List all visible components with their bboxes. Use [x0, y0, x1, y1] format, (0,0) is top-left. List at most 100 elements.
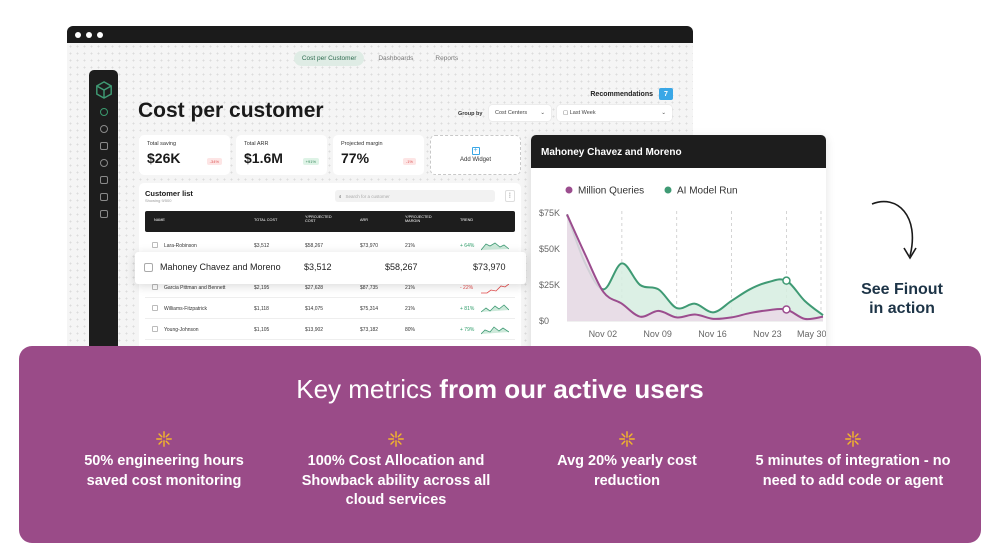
- stat-label: Total saving: [147, 141, 177, 147]
- tab-dashboards[interactable]: Dashboards: [378, 55, 414, 62]
- legend-label: AI Model Run: [677, 186, 738, 197]
- metric-item: 5 minutes of integration - no need to ad…: [753, 430, 953, 491]
- trend-sparkline: [481, 304, 509, 313]
- chart-card-title: Mahoney Chavez and Moreno: [531, 135, 826, 168]
- stat-card-total-arr: Total ARR $1.6M +91%: [236, 135, 327, 175]
- metric-item: 50% engineering hours saved cost monitor…: [64, 430, 264, 491]
- column-header[interactable]: ARR: [360, 218, 369, 222]
- metric-text: 50% engineering hours saved cost monitor…: [84, 453, 244, 489]
- column-header[interactable]: Y/PROJECTED COST: [305, 215, 332, 223]
- cell-arr: $87,735: [360, 285, 379, 291]
- stat-chip: -1%: [402, 158, 416, 165]
- recommendations-button[interactable]: Recommendations 7: [590, 88, 673, 100]
- table-row[interactable]: Williams-Fitzpatrick $1,118 $14,075 $75,…: [145, 299, 515, 319]
- series-line: [566, 214, 824, 321]
- more-options-icon[interactable]: ⋮: [505, 190, 515, 202]
- grid-icon[interactable]: [99, 176, 108, 184]
- cost-area-chart: Million Queries AI Model Run $0 $25K $50K $75…: [539, 186, 826, 340]
- window-dot[interactable]: [97, 31, 103, 38]
- x-tick-label: Nov 09: [643, 329, 672, 339]
- cell-total-cost: $2,195: [254, 285, 270, 291]
- cell-arr: $73,182: [360, 327, 379, 333]
- y-tick-label: $50K: [539, 244, 560, 254]
- chevron-down-icon: ⌄: [540, 110, 545, 116]
- plus-icon: +: [471, 147, 480, 155]
- column-header[interactable]: TOTAL COST: [254, 218, 278, 222]
- row-checkbox[interactable]: [152, 326, 158, 332]
- cell-arr: $73,970: [360, 243, 379, 249]
- tag-icon[interactable]: [99, 210, 108, 218]
- dollar-icon[interactable]: [99, 125, 108, 133]
- tab-reports[interactable]: Reports: [435, 55, 459, 62]
- customer-chart-card: Mahoney Chavez and Moreno Million Querie…: [531, 135, 826, 350]
- book-icon[interactable]: [99, 142, 108, 150]
- calendar-icon[interactable]: [99, 193, 108, 201]
- row-checkbox[interactable]: [144, 263, 153, 272]
- close-circle-icon[interactable]: [99, 108, 108, 116]
- cell-total-cost: $3,512: [254, 243, 270, 249]
- row-checkbox[interactable]: [152, 305, 158, 311]
- sparkle-icon: [619, 431, 635, 447]
- customer-list-title: Customer list: [145, 189, 193, 198]
- cell-name: Williams-Fitzpatrick: [164, 306, 208, 312]
- cell-projected-cost: $58,267: [385, 262, 418, 272]
- stat-label: Projected margin: [341, 141, 383, 147]
- table-row[interactable]: Young-Johnson $1,105 $13,902 $73,182 80%…: [145, 320, 515, 340]
- table-row[interactable]: Garcia Pittman and Bennett $2,195 $27,62…: [145, 278, 515, 298]
- cell-margin: 21%: [405, 306, 416, 312]
- row-checkbox[interactable]: [152, 284, 158, 290]
- data-point-marker: [782, 305, 791, 314]
- sparkle-icon: [845, 431, 861, 447]
- sparkle-icon: [388, 431, 404, 447]
- tab-cost-per-customer[interactable]: Cost per Customer: [293, 51, 365, 66]
- column-header[interactable]: NAME: [154, 218, 165, 222]
- cell-margin: 80%: [405, 327, 416, 333]
- stat-value: $1.6M: [244, 150, 283, 166]
- cell-trend: + 64%: [460, 243, 475, 249]
- see-finout-cta[interactable]: See Finout in action: [861, 281, 943, 317]
- stat-card-projected-margin: Projected margin 77% -1%: [333, 135, 424, 175]
- window-dot[interactable]: [86, 31, 92, 38]
- cube-logo-icon[interactable]: [95, 81, 113, 99]
- y-tick-label: $75K: [539, 208, 560, 218]
- y-tick-label: $0: [539, 316, 549, 326]
- stat-card-total-saving: Total saving $26K -34%: [139, 135, 230, 175]
- x-tick-label: May 30: [797, 329, 826, 339]
- metrics-title: Key metrics from our active users: [19, 374, 981, 405]
- highlighted-customer-row[interactable]: Mahoney Chavez and Moreno $3,512 $58,267…: [135, 252, 526, 284]
- column-header[interactable]: Y/PROJECTED MARGIN: [405, 215, 432, 223]
- trend-sparkline: [481, 283, 509, 294]
- legend-label: Million Queries: [578, 186, 644, 197]
- metric-item: 100% Cost Allocation and Showback abilit…: [296, 430, 496, 511]
- cell-total-cost: $3,512: [304, 262, 332, 272]
- curved-arrow-icon: [871, 200, 917, 260]
- cell-margin: 21%: [405, 285, 416, 291]
- cell-arr: $73,970: [473, 262, 506, 272]
- metric-text: 5 minutes of integration - no need to ad…: [755, 453, 951, 489]
- window-dot[interactable]: [75, 31, 81, 38]
- date-range-text: ▢ Last Week: [563, 110, 596, 116]
- calendar-icon: ▢: [563, 110, 569, 116]
- series-line: [566, 214, 824, 317]
- cell-margin: 21%: [405, 243, 416, 249]
- customer-search-input[interactable]: ⌕ Search for a customer: [335, 190, 495, 202]
- column-header[interactable]: TREND: [460, 218, 474, 222]
- sidebar: [89, 70, 118, 356]
- stat-label: Total ARR: [244, 141, 269, 147]
- metric-text: Avg 20% yearly cost reduction: [557, 453, 697, 489]
- row-checkbox[interactable]: [152, 242, 158, 248]
- series-area: [567, 214, 823, 321]
- stat-chip: +91%: [302, 158, 319, 165]
- x-tick-label: Nov 02: [589, 329, 618, 339]
- cell-name: Garcia Pittman and Bennett: [164, 285, 226, 291]
- users-icon[interactable]: [99, 159, 108, 167]
- date-range-select[interactable]: ▢ Last Week ⌄: [557, 105, 672, 121]
- cell-name: Mahoney Chavez and Moreno: [160, 262, 281, 272]
- metric-text: 100% Cost Allocation and Showback abilit…: [301, 453, 491, 508]
- group-by-select[interactable]: Cost Centers ⌄: [489, 105, 551, 121]
- cell-trend: + 81%: [460, 306, 475, 312]
- cell-projected-cost: $58,267: [305, 243, 324, 249]
- customer-list-subtitle: Showing 9/500: [145, 198, 172, 203]
- add-widget-button[interactable]: + Add Widget: [430, 135, 521, 175]
- y-tick-label: $25K: [539, 280, 560, 290]
